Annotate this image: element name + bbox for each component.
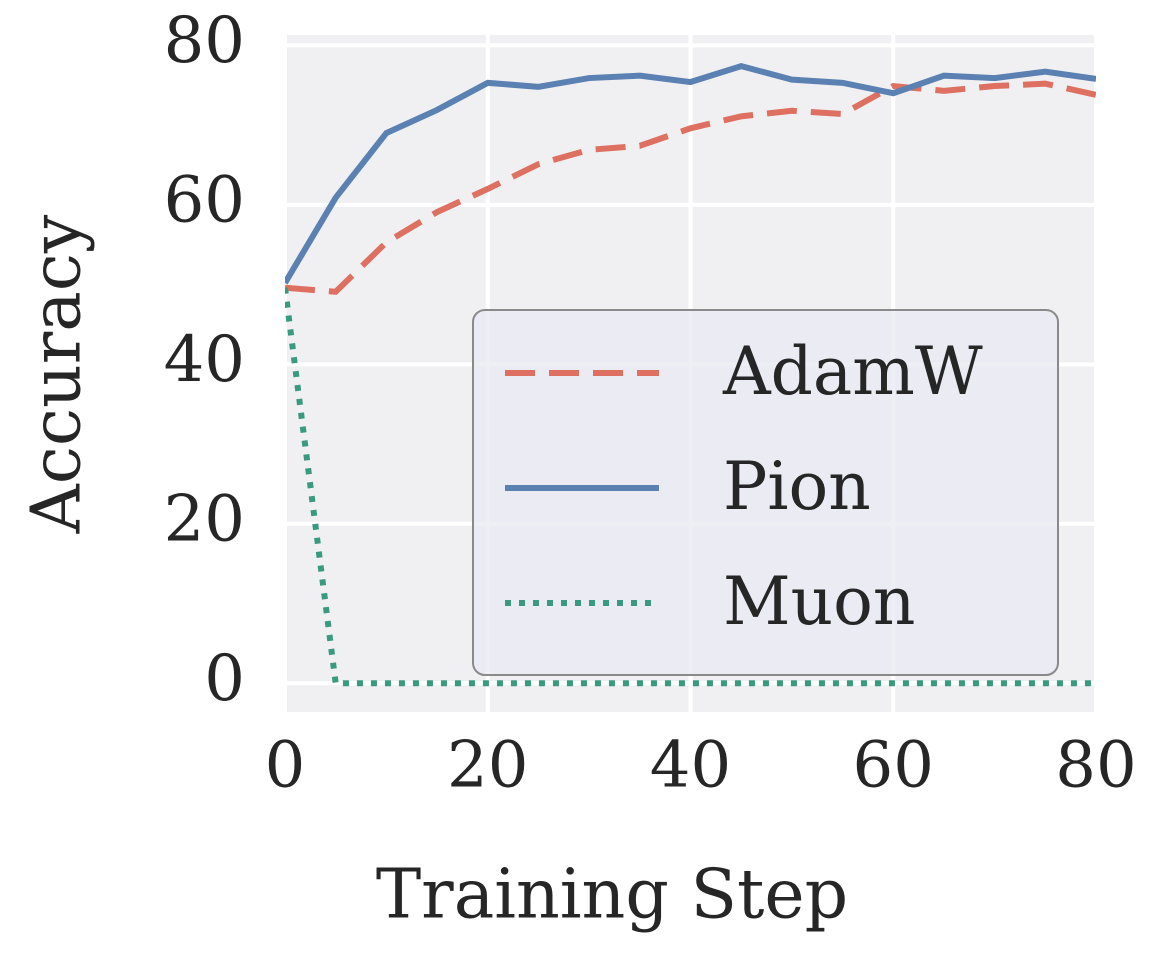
y-axis-label: Accuracy: [18, 214, 97, 534]
legend-label: Muon: [723, 563, 915, 640]
legend: AdamW Pion Muon: [472, 309, 1059, 676]
legend-label: Pion: [723, 448, 871, 525]
x-tick-label: 80: [1055, 729, 1136, 803]
legend-box: [472, 309, 1059, 676]
y-tick-label: 40: [164, 323, 245, 397]
x-tick-label: 20: [447, 729, 528, 803]
y-tick-label: 20: [164, 482, 245, 556]
x-tick-label: 0: [265, 729, 306, 803]
y-tick-label: 0: [204, 642, 245, 716]
x-tick-label: 60: [853, 729, 934, 803]
line-series: [285, 80, 1096, 295]
line-series: [285, 62, 1096, 285]
x-axis-label: Training Step: [376, 856, 848, 935]
line-series: [285, 287, 1096, 687]
y-tick-label: 80: [164, 4, 245, 78]
x-tick-label: 40: [650, 729, 731, 803]
y-tick-label: 60: [164, 163, 245, 237]
legend-label: AdamW: [722, 333, 983, 410]
